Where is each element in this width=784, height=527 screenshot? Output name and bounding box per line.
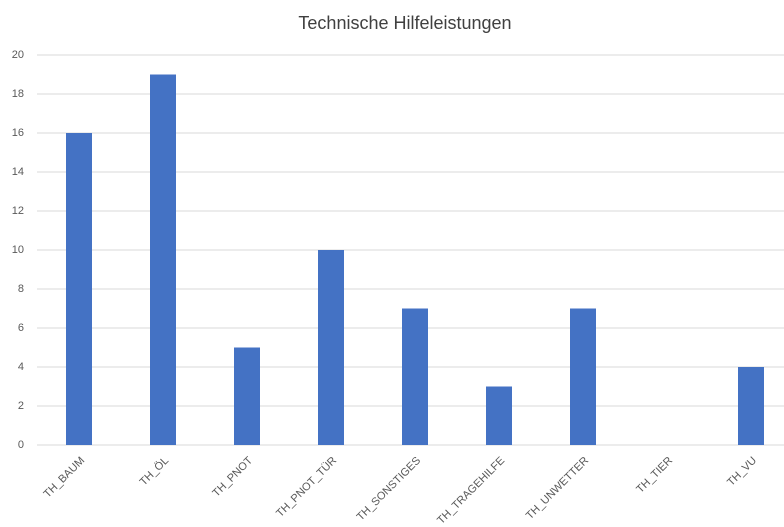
x-tick-label: TH_BAUM bbox=[42, 455, 88, 501]
bar bbox=[318, 250, 344, 445]
x-tick-label: TH_UNWETTER bbox=[524, 455, 591, 522]
y-tick-label: 16 bbox=[12, 127, 24, 139]
y-tick-label: 6 bbox=[18, 322, 24, 334]
bar bbox=[570, 308, 596, 445]
x-tick-label: TH_TRAGEHILFE bbox=[435, 455, 507, 527]
x-tick-label: TH_TIER bbox=[634, 455, 675, 496]
bar bbox=[738, 367, 764, 445]
bar bbox=[150, 74, 176, 445]
y-tick-label: 4 bbox=[18, 361, 24, 373]
bar bbox=[402, 308, 428, 445]
x-tick-label: TH_PNOT_TÜR bbox=[274, 455, 339, 520]
x-tick-label: TH_VU bbox=[725, 455, 759, 489]
y-tick-label: 12 bbox=[12, 205, 24, 217]
bar bbox=[234, 347, 260, 445]
chart-title: Technische Hilfeleistungen bbox=[298, 13, 511, 33]
bar bbox=[486, 386, 512, 445]
bar bbox=[66, 133, 92, 445]
y-tick-label: 0 bbox=[18, 439, 24, 451]
y-tick-label: 20 bbox=[12, 49, 24, 61]
y-tick-label: 2 bbox=[18, 400, 24, 412]
y-tick-label: 18 bbox=[12, 88, 24, 100]
y-tick-label: 14 bbox=[12, 166, 24, 178]
x-tick-label: TH_SONSTIGES bbox=[355, 455, 424, 524]
y-tick-label: 8 bbox=[18, 283, 24, 295]
y-tick-label: 10 bbox=[12, 244, 24, 256]
x-tick-label: TH_PNOT bbox=[210, 454, 255, 499]
x-tick-label: TH_ÖL bbox=[138, 455, 172, 489]
